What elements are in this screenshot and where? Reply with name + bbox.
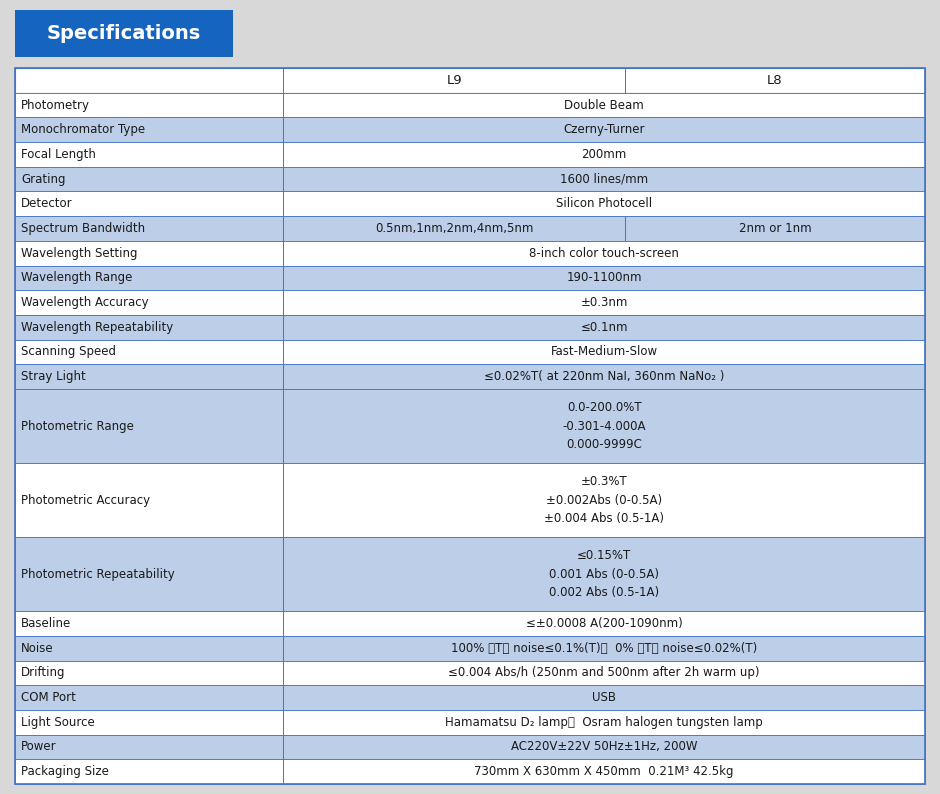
Bar bbox=[15, 710, 925, 734]
Text: Wavelength Setting: Wavelength Setting bbox=[21, 247, 137, 260]
Bar bbox=[15, 685, 925, 710]
Bar bbox=[15, 68, 925, 93]
Bar bbox=[15, 290, 925, 315]
Text: ±0.3%T
±0.002Abs (0-0.5A)
±0.004 Abs (0.5-1A): ±0.3%T ±0.002Abs (0-0.5A) ±0.004 Abs (0.… bbox=[544, 475, 665, 525]
Text: L8: L8 bbox=[767, 74, 783, 87]
Bar bbox=[15, 661, 925, 685]
Text: Fast-Medium-Slow: Fast-Medium-Slow bbox=[551, 345, 658, 358]
Text: USB: USB bbox=[592, 691, 617, 704]
Bar bbox=[15, 191, 925, 216]
Text: Spectrum Bandwidth: Spectrum Bandwidth bbox=[21, 222, 145, 235]
Text: L9: L9 bbox=[446, 74, 462, 87]
Bar bbox=[15, 118, 925, 142]
Text: Baseline: Baseline bbox=[21, 617, 71, 630]
Text: Wavelength Accuracy: Wavelength Accuracy bbox=[21, 296, 149, 309]
Text: Wavelength Repeatability: Wavelength Repeatability bbox=[21, 321, 173, 333]
Bar bbox=[15, 167, 925, 191]
Text: Grating: Grating bbox=[21, 172, 66, 186]
Text: COM Port: COM Port bbox=[21, 691, 76, 704]
Text: ≤0.1nm: ≤0.1nm bbox=[581, 321, 628, 333]
Text: 0.0-200.0%T
-0.301-4.000A
0.000-9999C: 0.0-200.0%T -0.301-4.000A 0.000-9999C bbox=[562, 401, 646, 451]
Text: Photometry: Photometry bbox=[21, 98, 90, 111]
Bar bbox=[15, 340, 925, 364]
Text: Noise: Noise bbox=[21, 642, 54, 655]
Text: Focal Length: Focal Length bbox=[21, 148, 96, 161]
Text: ≤±0.0008 A(200-1090nm): ≤±0.0008 A(200-1090nm) bbox=[525, 617, 682, 630]
Text: Czerny-Turner: Czerny-Turner bbox=[563, 123, 645, 137]
Text: 1600 lines/mm: 1600 lines/mm bbox=[560, 172, 649, 186]
Text: ≤0.004 Abs/h (250nm and 500nm after 2h warm up): ≤0.004 Abs/h (250nm and 500nm after 2h w… bbox=[448, 666, 760, 680]
Text: 100% （T） noise≤0.1%(T)，  0% （T） noise≤0.02%(T): 100% （T） noise≤0.1%(T)， 0% （T） noise≤0.0… bbox=[451, 642, 758, 655]
Bar bbox=[15, 537, 925, 611]
Text: ≤0.02%T( at 220nm NaI, 360nm NaNo₂ ): ≤0.02%T( at 220nm NaI, 360nm NaNo₂ ) bbox=[484, 370, 725, 384]
Text: ±0.3nm: ±0.3nm bbox=[581, 296, 628, 309]
Text: Silicon Photocell: Silicon Photocell bbox=[556, 197, 652, 210]
Bar bbox=[15, 93, 925, 118]
Text: AC220V±22V 50Hz±1Hz, 200W: AC220V±22V 50Hz±1Hz, 200W bbox=[511, 741, 697, 754]
Text: Scanning Speed: Scanning Speed bbox=[21, 345, 116, 358]
Bar bbox=[15, 265, 925, 290]
Bar bbox=[15, 389, 925, 463]
Text: 190-1100nm: 190-1100nm bbox=[567, 272, 642, 284]
Text: 730mm X 630mm X 450mm  0.21M³ 42.5kg: 730mm X 630mm X 450mm 0.21M³ 42.5kg bbox=[475, 765, 734, 778]
Text: Specifications: Specifications bbox=[47, 24, 201, 43]
Text: Hamamatsu D₂ lamp，  Osram halogen tungsten lamp: Hamamatsu D₂ lamp， Osram halogen tungste… bbox=[446, 715, 763, 729]
Text: Stray Light: Stray Light bbox=[21, 370, 86, 384]
Bar bbox=[15, 463, 925, 537]
Text: Drifting: Drifting bbox=[21, 666, 66, 680]
Bar bbox=[15, 10, 233, 57]
Text: 200mm: 200mm bbox=[582, 148, 627, 161]
Text: Monochromator Type: Monochromator Type bbox=[21, 123, 145, 137]
Text: 2nm or 1nm: 2nm or 1nm bbox=[739, 222, 811, 235]
Text: Photometric Range: Photometric Range bbox=[21, 419, 133, 433]
Bar bbox=[15, 241, 925, 265]
Bar bbox=[15, 636, 925, 661]
Text: Wavelength Range: Wavelength Range bbox=[21, 272, 133, 284]
Text: Photometric Repeatability: Photometric Repeatability bbox=[21, 568, 175, 580]
Text: 0.5nm,1nm,2nm,4nm,5nm: 0.5nm,1nm,2nm,4nm,5nm bbox=[375, 222, 533, 235]
Bar bbox=[15, 364, 925, 389]
Bar bbox=[15, 142, 925, 167]
Text: Detector: Detector bbox=[21, 197, 72, 210]
Bar bbox=[15, 315, 925, 340]
Bar bbox=[15, 216, 925, 241]
Text: 8-inch color touch-screen: 8-inch color touch-screen bbox=[529, 247, 680, 260]
Text: Photometric Accuracy: Photometric Accuracy bbox=[21, 494, 150, 507]
Text: ≤0.15%T
0.001 Abs (0-0.5A)
0.002 Abs (0.5-1A): ≤0.15%T 0.001 Abs (0-0.5A) 0.002 Abs (0.… bbox=[549, 549, 659, 599]
Text: Packaging Size: Packaging Size bbox=[21, 765, 109, 778]
Bar bbox=[15, 759, 925, 784]
Bar bbox=[15, 734, 925, 759]
Text: Power: Power bbox=[21, 741, 56, 754]
Text: Double Beam: Double Beam bbox=[564, 98, 644, 111]
Bar bbox=[15, 611, 925, 636]
Text: Light Source: Light Source bbox=[21, 715, 95, 729]
